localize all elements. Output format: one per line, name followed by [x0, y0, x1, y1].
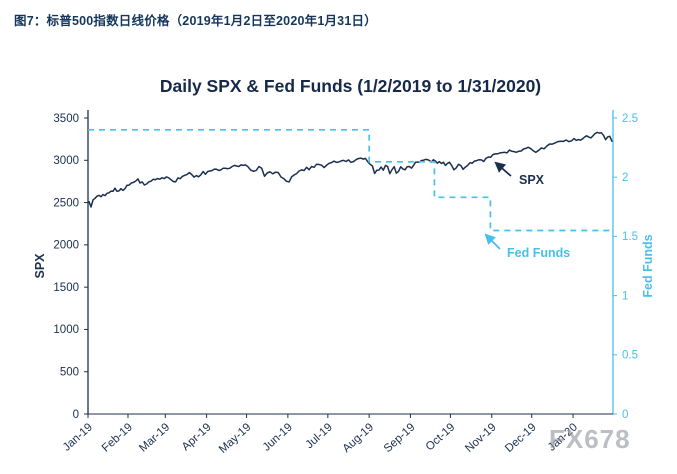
x-tick-label: Mar-19	[137, 421, 172, 454]
y-left-axis-title: SPX	[33, 253, 47, 279]
y-right-tick-label: 1.5	[622, 231, 638, 243]
y-right-axis-title: Fed Funds	[641, 234, 655, 297]
y-right-tick-label: 2.5	[622, 113, 638, 125]
y-right-tick-label: 0	[622, 409, 628, 421]
spx-line	[88, 131, 613, 208]
x-tick-label: Apr-19	[180, 421, 214, 453]
x-tick-label: Jan-19	[61, 421, 95, 453]
annotation-label: SPX	[519, 173, 545, 187]
annotation-arrow	[494, 161, 512, 177]
y-right-tick-label: 2	[622, 172, 628, 184]
x-tick-label: Nov-19	[463, 421, 499, 455]
annotation-arrow	[484, 233, 501, 250]
y-left-tick-label: 1000	[53, 324, 79, 336]
y-right-tick-label: 1	[622, 290, 628, 302]
y-left-tick-label: 3000	[53, 155, 79, 167]
y-left-tick-label: 0	[73, 409, 79, 421]
x-tick-label: Oct-19	[424, 421, 458, 453]
y-left-tick-label: 3500	[53, 113, 79, 125]
x-tick-label: Dec-19	[503, 421, 539, 455]
x-tick-label: Feb-19	[100, 421, 135, 454]
fed-funds-line	[88, 128, 613, 232]
y-left-tick-label: 2500	[53, 197, 79, 209]
y-right-tick-label: 0.5	[622, 350, 638, 362]
annotation-label: Fed Funds	[507, 246, 570, 260]
x-tick-label: Aug-19	[341, 421, 377, 455]
y-left-tick-label: 500	[60, 367, 79, 379]
x-tick-label: Jun-19	[261, 421, 295, 453]
watermark: FX678	[549, 424, 631, 454]
x-tick-label: Jul-19	[304, 421, 335, 451]
y-left-tick-label: 1500	[53, 282, 79, 294]
x-tick-label: Sep-19	[382, 421, 418, 455]
x-tick-label: May-19	[217, 421, 254, 456]
figure-caption: 图7：标普500指数日线价格（2019年1月2日至2020年1月31日）	[14, 14, 377, 28]
chart-title: Daily SPX & Fed Funds (1/2/2019 to 1/31/…	[159, 76, 542, 96]
y-left-tick-label: 2000	[53, 240, 79, 252]
